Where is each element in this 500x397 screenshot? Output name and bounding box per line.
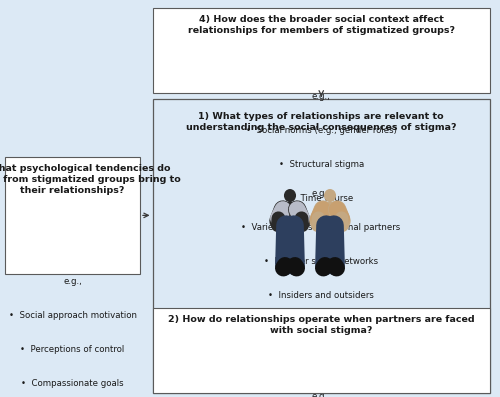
Text: •  Social approach motivation: • Social approach motivation — [8, 311, 136, 320]
Text: e.g.,: e.g., — [312, 392, 330, 397]
FancyBboxPatch shape — [5, 157, 140, 274]
Ellipse shape — [324, 189, 336, 202]
Text: 3) What psychological tendencies do
people from stigmatized groups bring to
thei: 3) What psychological tendencies do peop… — [0, 164, 181, 195]
Text: •  Time course: • Time course — [290, 194, 353, 203]
FancyBboxPatch shape — [152, 8, 490, 93]
Text: •  Perceptions of control: • Perceptions of control — [20, 345, 124, 354]
Text: 1) What types of relationships are relevant to
understanding the social conseque: 1) What types of relationships are relev… — [186, 112, 456, 133]
FancyBboxPatch shape — [279, 205, 301, 226]
Text: e.g.,: e.g., — [312, 92, 330, 101]
Text: 2) How do relationships operate when partners are faced
with social stigma?: 2) How do relationships operate when par… — [168, 315, 474, 335]
Text: e.g.,: e.g., — [312, 189, 330, 198]
FancyBboxPatch shape — [319, 205, 341, 226]
FancyBboxPatch shape — [328, 202, 332, 206]
FancyBboxPatch shape — [152, 308, 490, 393]
Text: •  Compassionate goals: • Compassionate goals — [21, 379, 124, 388]
Text: e.g.,: e.g., — [63, 277, 82, 286]
Text: •  Social norms (e.g., gender roles): • Social norms (e.g., gender roles) — [246, 126, 396, 135]
FancyBboxPatch shape — [288, 202, 292, 206]
Text: •  Structural stigma: • Structural stigma — [278, 160, 364, 169]
Text: •  Insiders and outsiders: • Insiders and outsiders — [268, 291, 374, 300]
Text: •  Variety of close relational partners: • Variety of close relational partners — [242, 223, 400, 232]
Text: 4) How does the broader social context affect
relationships for members of stigm: 4) How does the broader social context a… — [188, 15, 455, 35]
Ellipse shape — [284, 189, 296, 202]
FancyBboxPatch shape — [152, 99, 490, 393]
Text: •  Broader social networks: • Broader social networks — [264, 257, 378, 266]
